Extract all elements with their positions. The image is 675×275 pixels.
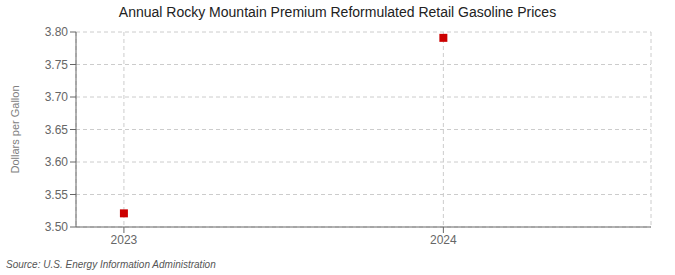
svg-text:2024: 2024 bbox=[430, 233, 457, 247]
html-text:Annual Rocky Mountain Premium: Annual Rocky Mountain Premium Reformulat… bbox=[118, 4, 557, 20]
svg-text:3.70: 3.70 bbox=[45, 90, 69, 104]
svg-text:3.60: 3.60 bbox=[45, 155, 69, 169]
svg-text:3.50: 3.50 bbox=[45, 220, 69, 234]
svg-text:Dollars per Gallon: Dollars per Gallon bbox=[9, 85, 21, 173]
svg-text:3.55: 3.55 bbox=[45, 188, 69, 202]
svg-text:3.65: 3.65 bbox=[45, 123, 69, 137]
svg-text:3.75: 3.75 bbox=[45, 58, 69, 72]
html-text:Source: U.S. Energy Informatio: Source: U.S. Energy Information Administ… bbox=[6, 259, 216, 270]
svg-text:2023: 2023 bbox=[111, 233, 138, 247]
svg-text:3.80: 3.80 bbox=[45, 25, 69, 39]
